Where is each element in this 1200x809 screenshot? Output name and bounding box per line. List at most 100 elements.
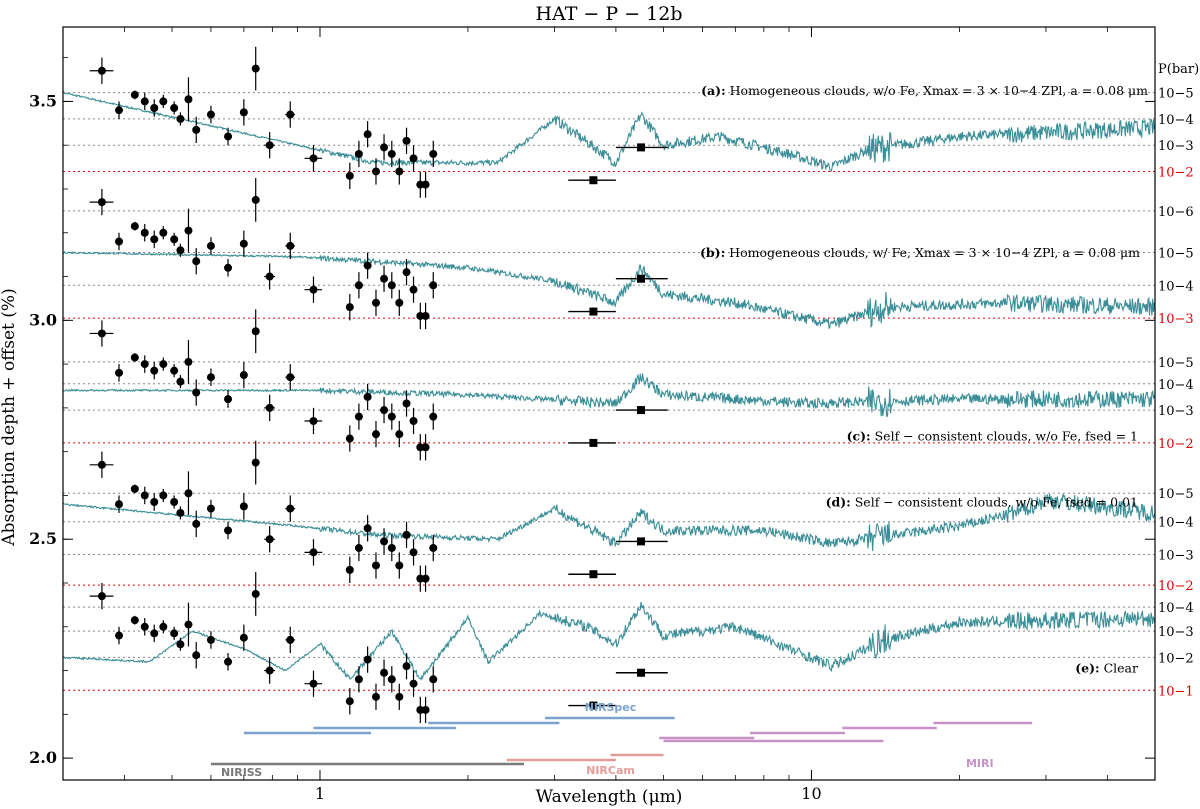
- data-point: [140, 491, 149, 500]
- axes: 2.0 2.5 3.0 3.5 1 10: [29, 27, 1155, 803]
- data-point: [380, 406, 389, 415]
- data-point: [354, 675, 363, 684]
- data-point: [206, 110, 215, 119]
- data-point: [395, 167, 404, 176]
- data-point-square: [637, 668, 646, 677]
- data-point: [97, 460, 106, 469]
- annotation-b: (b): Homogeneous clouds, w/ Fe, Xmax = 3…: [700, 245, 1140, 260]
- data-point: [286, 635, 295, 644]
- data-point: [184, 620, 193, 629]
- data-point: [150, 103, 159, 112]
- pressure-label: 10−2: [1158, 579, 1194, 594]
- data-point: [184, 489, 193, 498]
- data-point: [286, 241, 295, 250]
- data-point: [309, 417, 318, 426]
- pressure-label: 10−4: [1158, 516, 1194, 531]
- data-point: [395, 298, 404, 307]
- data-point: [224, 263, 233, 272]
- data-point: [176, 508, 185, 517]
- data-point: [97, 592, 106, 601]
- pressure-label: 10−4: [1158, 279, 1194, 294]
- data-point: [130, 90, 139, 99]
- annotation-text: Homogeneous clouds, w/ Fe, Xmax = 3 × 10…: [725, 245, 1140, 260]
- pressure-label: 10−4: [1158, 113, 1194, 128]
- data-point: [345, 697, 354, 706]
- data-point: [176, 640, 185, 649]
- data-point: [345, 303, 354, 312]
- data-point: [354, 149, 363, 158]
- y-tick-label: 3.0: [29, 310, 57, 329]
- data-point: [115, 500, 124, 509]
- data-point: [150, 235, 159, 244]
- data-point: [429, 543, 438, 552]
- data-point: [251, 195, 260, 204]
- annotation-d: (d): Self − consistent clouds, w/o Fe, f…: [826, 494, 1138, 509]
- instrument-coverage: NIRISS NIRSpec NIRCam MIRI: [210, 701, 1032, 779]
- observations-panel-a: [89, 46, 668, 198]
- data-point: [97, 329, 106, 338]
- data-point: [150, 629, 159, 638]
- data-point: [265, 666, 274, 675]
- data-point: [421, 705, 430, 714]
- data-point: [115, 237, 124, 246]
- data-point-square: [589, 701, 598, 710]
- data-point: [150, 366, 159, 375]
- data-point: [130, 616, 139, 625]
- data-point: [409, 548, 418, 557]
- data-point: [371, 561, 380, 570]
- pressure-label: 10−2: [1158, 651, 1194, 666]
- data-point: [224, 526, 233, 535]
- data-point: [409, 679, 418, 688]
- annotation-label: (d):: [826, 494, 851, 509]
- x-tick-label: 1: [315, 784, 325, 803]
- data-point: [429, 281, 438, 290]
- data-point: [159, 360, 168, 369]
- data-point: [402, 136, 411, 145]
- data-point: [354, 281, 363, 290]
- data-point: [192, 257, 201, 266]
- data-point: [224, 132, 233, 141]
- observations: [89, 46, 668, 724]
- data-point: [251, 64, 260, 73]
- data-point: [345, 565, 354, 574]
- observations-panel-d: [89, 440, 668, 592]
- panel-annotations: (a): Homogeneous clouds, w/o Fe, Xmax = …: [700, 83, 1148, 676]
- data-point: [170, 629, 179, 638]
- data-point: [206, 635, 215, 644]
- data-point: [192, 519, 201, 528]
- data-point: [309, 285, 318, 294]
- data-point-square: [589, 176, 598, 185]
- data-point: [395, 430, 404, 439]
- data-point: [354, 412, 363, 421]
- data-point: [387, 543, 396, 552]
- instrument-label-nirspec: NIRSpec: [585, 701, 637, 714]
- data-point: [239, 633, 248, 642]
- model-spectrum-e: [62, 601, 1156, 681]
- data-point: [309, 154, 318, 163]
- data-point: [265, 535, 274, 544]
- data-point: [380, 143, 389, 152]
- data-point: [140, 97, 149, 106]
- observations-panel-b: [89, 178, 668, 330]
- y-axis-title: Absorption depth + offset (%): [0, 288, 19, 546]
- data-point: [206, 504, 215, 513]
- data-point-square: [637, 537, 646, 546]
- data-point: [170, 366, 179, 375]
- data-point-square: [637, 406, 646, 415]
- data-point: [380, 537, 389, 546]
- observations-panel-e: [89, 572, 668, 724]
- annotation-c: (c): Self − consistent clouds, w/o Fe, f…: [847, 429, 1138, 444]
- data-point: [363, 261, 372, 270]
- data-point: [251, 458, 260, 467]
- model-spectrum-b: [62, 250, 1156, 330]
- data-point: [140, 228, 149, 237]
- data-point: [345, 434, 354, 443]
- x-tick-label: 10: [801, 784, 821, 803]
- data-point: [286, 504, 295, 513]
- pressure-label: 10−4: [1158, 378, 1194, 393]
- data-point: [421, 443, 430, 452]
- data-point: [309, 548, 318, 557]
- model-spectrum-d: [62, 493, 1156, 552]
- data-point: [354, 543, 363, 552]
- data-point: [395, 561, 404, 570]
